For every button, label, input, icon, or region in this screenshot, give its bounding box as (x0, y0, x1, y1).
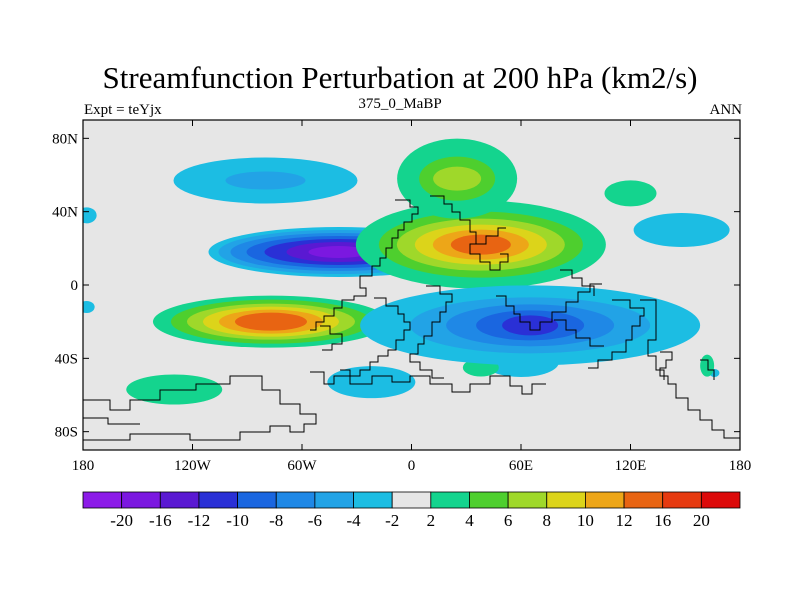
west-edge-cell-south (83, 301, 95, 313)
colorbar-label: 16 (654, 511, 671, 530)
north-pacific-cell-level-1 (633, 213, 730, 247)
experiment-label: Expt = teYjx (84, 102, 162, 118)
x-tick-label: 180 (72, 458, 95, 474)
south-atlantic-low-level-1 (327, 366, 416, 399)
colorbar-label: 20 (693, 511, 710, 530)
south-atlantic-high-level-6 (234, 312, 307, 331)
west-edge-cell (83, 207, 97, 224)
colorbar-label: 12 (616, 511, 633, 530)
x-tick-label: 60W (287, 458, 317, 474)
colorbar-swatch (314, 491, 354, 509)
y-axis: 80N 40N 0 40S 80S (52, 131, 740, 441)
y-tick-label: 0 (71, 278, 79, 294)
coast-india (496, 283, 602, 331)
colorbar-label: 8 (543, 511, 552, 530)
colorbar-swatch (700, 491, 741, 509)
colorbar-swatch (623, 491, 664, 509)
season-label: ANN (709, 102, 743, 118)
colorbar-swatch (585, 491, 625, 509)
colorbar-label: 2 (427, 511, 436, 530)
coast-indonesia (554, 319, 604, 347)
colorbar-swatch (430, 491, 470, 509)
new-zealand-high (700, 354, 715, 377)
chart-title: Streamfunction Perturbation at 200 hPa (… (102, 60, 698, 95)
y-tick-label: 80S (55, 425, 78, 441)
x-tick-label: 120W (174, 458, 212, 474)
colorbar-swatch (237, 491, 277, 509)
asia-high (604, 180, 657, 207)
coast-east-asia (560, 269, 595, 296)
colorbar-swatch (469, 491, 509, 509)
colorbar-swatch (662, 491, 702, 509)
atlantic-high-level-7 (308, 246, 369, 258)
colorbar-label: -16 (149, 511, 172, 530)
colorbar-swatch (82, 491, 123, 509)
colorbar-label: -20 (110, 511, 133, 530)
coastlines (83, 195, 740, 441)
colorbar-label: -10 (226, 511, 249, 530)
coast-americas (310, 199, 419, 331)
coast-antarctica-east (310, 371, 546, 395)
colorbar-swatch (546, 491, 586, 509)
case-label: 375_0_MaBP (358, 96, 442, 112)
y-tick-label: 40N (52, 205, 78, 221)
x-axis: 180 120W 60W 0 60E 120E 180 (72, 120, 752, 474)
coast-asia (409, 285, 453, 379)
y-tick-label: 40S (55, 351, 78, 367)
colorbar-swatch (159, 491, 200, 509)
coast-africa (340, 297, 411, 377)
colorbar-label: 6 (504, 511, 513, 530)
colorbar-swatch (198, 491, 238, 509)
coast-madagascar (700, 359, 715, 380)
colorbar-swatch (353, 491, 393, 509)
north-pacific-low-level-2 (225, 171, 306, 190)
coast-mideast (430, 195, 509, 271)
coast-se-asia (640, 299, 665, 380)
colorbar-label: -6 (308, 511, 322, 530)
colorbar-label: 4 (465, 511, 474, 530)
colorbar-label: -4 (346, 511, 361, 530)
x-tick-label: 60E (509, 458, 533, 474)
coast-south-america (320, 325, 343, 351)
coast-australia (588, 299, 645, 369)
africa-asia-high-level-6 (450, 234, 511, 255)
x-tick-label: 120E (615, 458, 647, 474)
europe-high-level-3 (433, 166, 482, 191)
colorbar-swatch (391, 491, 432, 509)
colorbar: -20 -16 -12 -10 -8 -6 -4 -2 2 4 6 8 10 12 16 20 (82, 491, 741, 530)
coast-antarctica-west (83, 375, 317, 441)
colorbar-swatch (507, 491, 548, 509)
colorbar-label: -8 (269, 511, 283, 530)
x-tick-label: 180 (729, 458, 752, 474)
x-tick-label: 0 (408, 458, 416, 474)
colorbar-label: -2 (385, 511, 399, 530)
colorbar-label: 10 (577, 511, 594, 530)
coast-antarctica-far (83, 417, 140, 425)
colorbar-swatch (275, 491, 316, 509)
colorbar-label: -12 (188, 511, 211, 530)
y-tick-label: 80N (52, 131, 78, 147)
coast-arabia (474, 227, 506, 245)
colorbar-swatch (121, 491, 161, 509)
coast-southwest-pacific (659, 351, 740, 439)
